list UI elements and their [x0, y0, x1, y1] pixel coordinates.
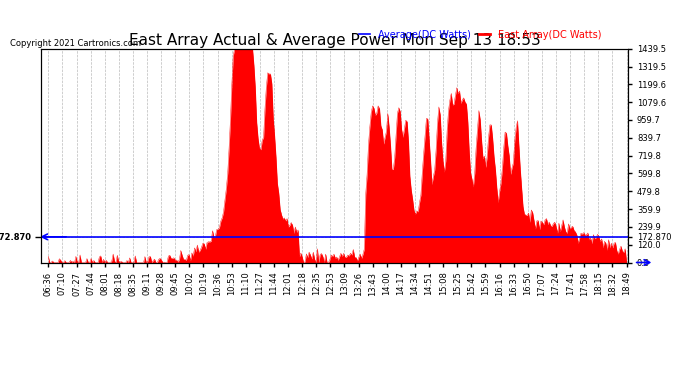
Title: East Array Actual & Average Power Mon Sep 13 18:53: East Array Actual & Average Power Mon Se… — [129, 33, 540, 48]
Legend: Average(DC Watts), East Array(DC Watts): Average(DC Watts), East Array(DC Watts) — [355, 26, 605, 44]
Text: Copyright 2021 Cartronics.com: Copyright 2021 Cartronics.com — [10, 39, 141, 48]
